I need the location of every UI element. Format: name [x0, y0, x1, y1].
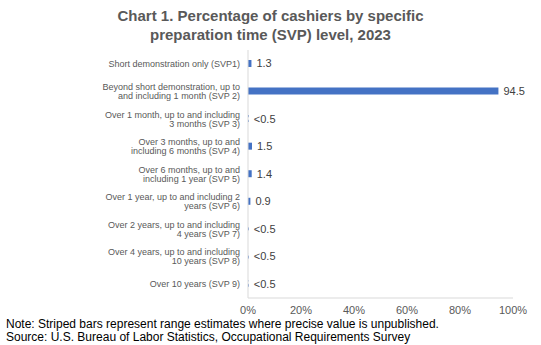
html-text:Chart 1. Percentage of cashier: Chart 1. Percentage of cashiers by speci…: [117, 7, 424, 43]
svg-text:0%: 0%: [240, 304, 256, 316]
svg-text:Beyond short demonstration, up: Beyond short demonstration, up toand inc…: [102, 82, 240, 101]
svg-text:Over 6 months, up to andinclud: Over 6 months, up to andincluding 1 year…: [138, 165, 240, 184]
svg-text:<0.5: <0.5: [254, 113, 276, 125]
svg-text:60%: 60%: [396, 304, 418, 316]
svg-text:<0.5: <0.5: [254, 278, 276, 290]
svg-text:Over 1 month, up to and includ: Over 1 month, up to and including3 month…: [105, 110, 240, 129]
svg-text:0.9: 0.9: [255, 195, 270, 207]
svg-text:1.3: 1.3: [256, 57, 271, 69]
svg-text:Over 4 years, up to and includ: Over 4 years, up to and including10 year…: [108, 247, 240, 266]
svg-text:1.4: 1.4: [257, 168, 272, 180]
svg-text:Over 2 years, up to and includ: Over 2 years, up to and including4 years…: [108, 220, 240, 239]
svg-text:80%: 80%: [449, 304, 471, 316]
svg-text:Over 3 months, up to andinclud: Over 3 months, up to andincluding 6 mont…: [131, 137, 240, 156]
svg-text:1.5: 1.5: [257, 140, 272, 152]
svg-text:94.5: 94.5: [503, 85, 524, 97]
svg-text:<0.5: <0.5: [254, 223, 276, 235]
svg-text:Over 1 year, up to and includi: Over 1 year, up to and including 2years …: [105, 192, 240, 211]
html-text:Source: U.S. Bureau of Labor S: Source: U.S. Bureau of Labor Statistics,…: [6, 330, 411, 344]
svg-text:100%: 100%: [499, 304, 527, 316]
html-text:Note: Striped bars represent r: Note: Striped bars represent range estim…: [6, 317, 439, 331]
svg-text:Short demonstration only (SVP1: Short demonstration only (SVP1): [108, 59, 240, 69]
svg-text:<0.5: <0.5: [254, 250, 276, 262]
svg-text:40%: 40%: [343, 304, 365, 316]
svg-text:20%: 20%: [290, 304, 312, 316]
svg-text:Over 10 years (SVP 9): Over 10 years (SVP 9): [150, 279, 240, 289]
